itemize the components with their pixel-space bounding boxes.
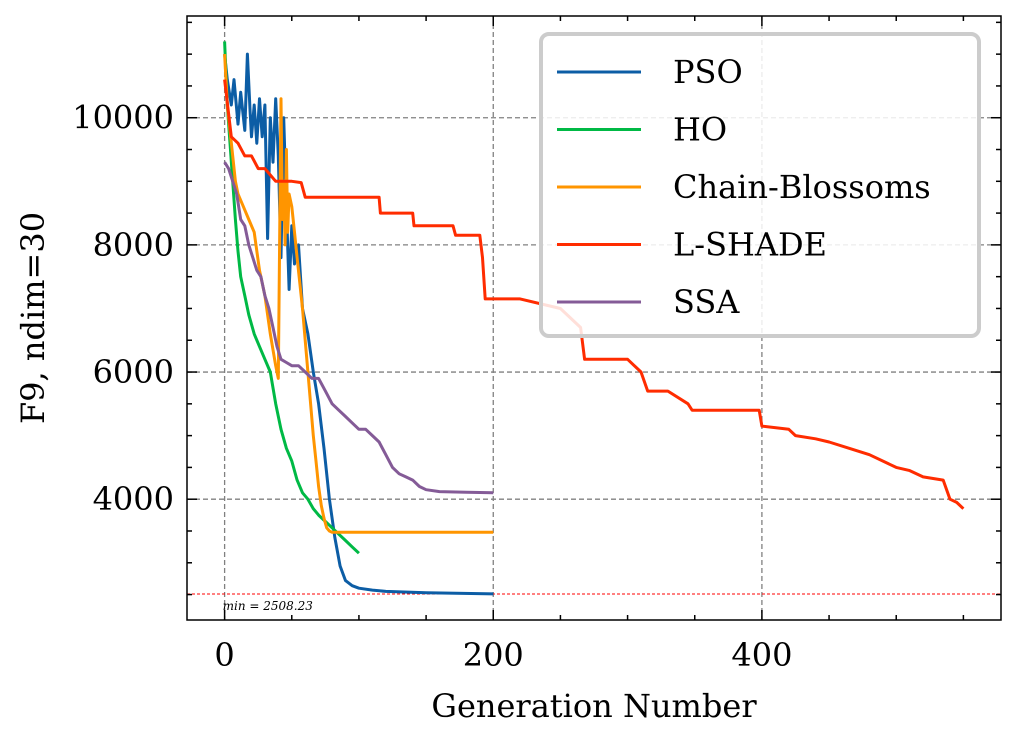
y-tick-label: 4000 — [93, 480, 174, 518]
y-axis-label: F9, ndim=30 — [14, 212, 52, 424]
legend: PSO HO Chain-Blossoms L-SHADE SSA — [539, 32, 981, 338]
series-line-chain-blossoms — [223, 54, 494, 534]
min-annotation: min = 2508.23 — [223, 599, 314, 613]
x-axis-label: Generation Number — [431, 687, 757, 725]
legend-box — [539, 32, 981, 338]
series-line-ssa — [223, 161, 494, 495]
tick-labels: 0 200 400 4000 6000 8000 10000 — [72, 99, 792, 674]
series-line-ho — [223, 41, 360, 555]
y-tick-label: 8000 — [93, 226, 174, 264]
x-tick-label: 0 — [214, 636, 234, 674]
x-tick-label: 200 — [463, 636, 524, 674]
legend-label: SSA — [673, 283, 740, 321]
y-tick-label: 6000 — [93, 353, 174, 391]
legend-label: HO — [673, 111, 727, 149]
y-tick-label: 10000 — [72, 99, 174, 137]
axis-ticks — [187, 16, 1001, 620]
x-tick-label: 400 — [731, 636, 792, 674]
legend-label: Chain-Blossoms — [673, 168, 931, 206]
plot-frame — [186, 15, 1002, 621]
legend-label: L-SHADE — [673, 226, 827, 264]
series-line-pso — [223, 52, 494, 596]
legend-label: PSO — [673, 53, 743, 91]
